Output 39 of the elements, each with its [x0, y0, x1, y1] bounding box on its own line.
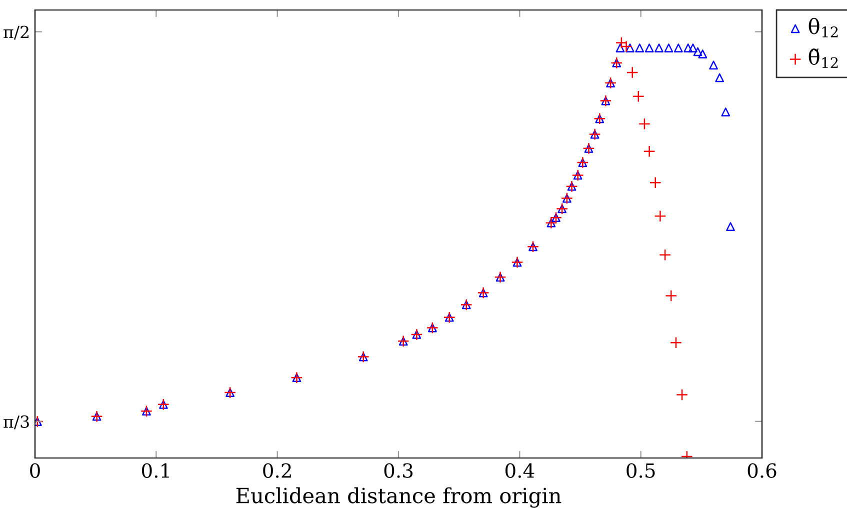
point [649, 176, 662, 189]
x-tick-label: 0.6 [748, 463, 776, 478]
point [674, 44, 683, 52]
point [688, 44, 698, 52]
legend-label: θ̃$_{12}$ [808, 48, 838, 68]
point [693, 47, 702, 56]
point [635, 44, 644, 52]
point [665, 290, 678, 302]
y-tick-label: π/3 [4, 415, 29, 430]
point [726, 222, 735, 231]
x-tick-label: 0.3 [384, 463, 413, 478]
point [638, 118, 650, 130]
x-axis-title: Euclidean distance from origin [236, 487, 562, 508]
point [654, 44, 664, 52]
point [670, 336, 682, 349]
point [620, 40, 632, 52]
x-tick-label: 0.1 [142, 463, 169, 478]
point [643, 145, 656, 158]
y-tick-label: π/2 [4, 26, 29, 40]
point [684, 44, 693, 52]
point [654, 210, 666, 222]
point [644, 44, 654, 52]
x-tick-label: 0.5 [626, 463, 655, 478]
legend-label: θ$_{12}$ [808, 18, 838, 38]
point [615, 36, 628, 49]
point [632, 90, 644, 102]
point [698, 49, 708, 58]
point [721, 108, 730, 116]
point [709, 60, 718, 70]
point [626, 66, 638, 79]
point [659, 248, 672, 261]
point [626, 44, 634, 52]
point [715, 73, 724, 82]
x-tick-label: 0 [30, 463, 40, 478]
point [664, 44, 674, 52]
point [616, 44, 625, 52]
x-tick-label: 0.2 [263, 463, 291, 478]
x-tick-label: 0.4 [505, 463, 534, 478]
point [676, 388, 688, 401]
